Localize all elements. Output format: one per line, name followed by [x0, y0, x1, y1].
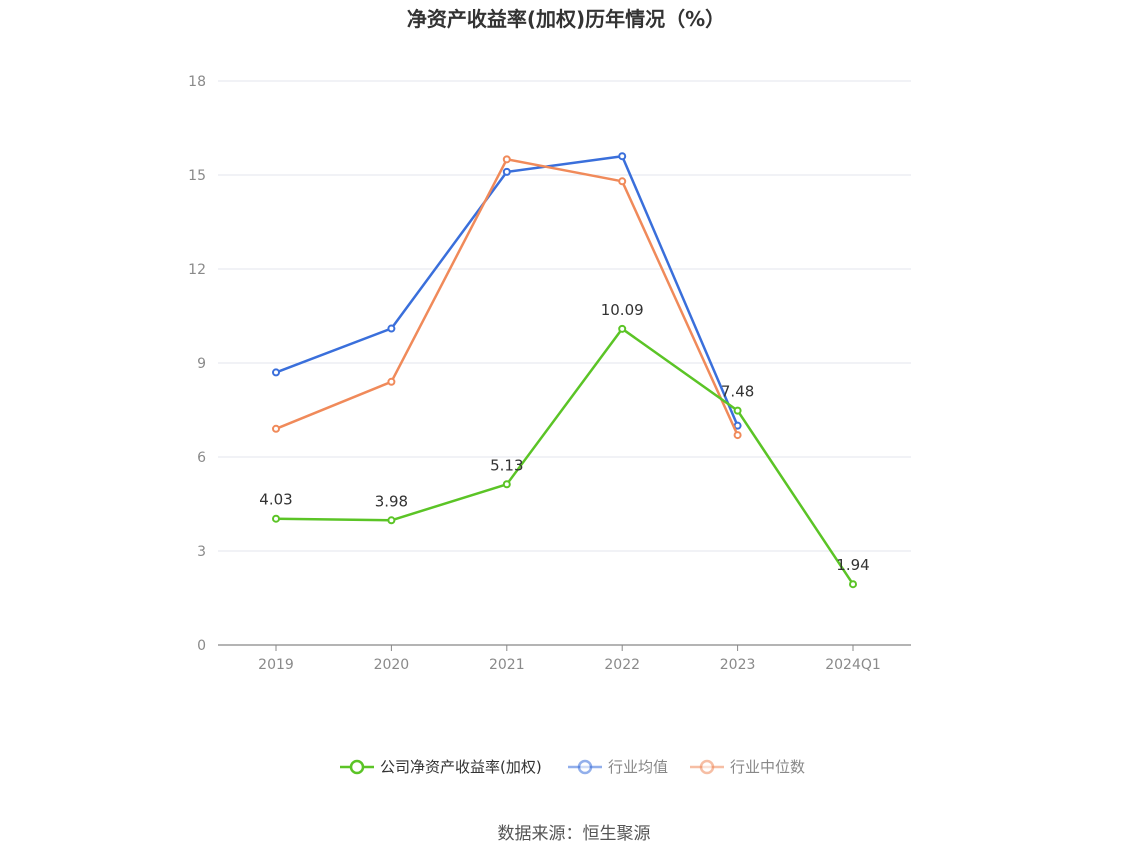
data-point-0 — [272, 514, 280, 523]
legend-marker-icon — [349, 759, 365, 775]
data-label: 7.48 — [721, 383, 754, 401]
y-tick-label: 3 — [197, 544, 206, 560]
data-label: 1.94 — [836, 556, 869, 574]
data-point-0 — [618, 324, 627, 333]
legend-label: 行业中位数 — [730, 758, 805, 776]
data-point-0 — [849, 580, 857, 589]
chart-title: 净资产收益率(加权)历年情况（%） — [407, 7, 725, 31]
y-tick-label: 9 — [197, 356, 206, 372]
legend: 公司净资产收益率(加权) 行业均值 行业中位数 — [340, 758, 805, 776]
y-tick-label: 12 — [188, 262, 206, 278]
legend-label: 行业均值 — [608, 758, 668, 776]
y-tick-label: 15 — [188, 168, 206, 184]
x-tick-label: 2023 — [720, 657, 756, 673]
y-tick-label: 6 — [197, 450, 206, 466]
source-note: 数据来源：恒生聚源 — [498, 824, 651, 844]
data-label: 10.09 — [601, 301, 644, 319]
data-point-2 — [502, 155, 511, 164]
legend-marker-icon — [699, 759, 715, 775]
y-tick-label: 0 — [197, 638, 206, 654]
x-tick-label: 2024Q1 — [825, 657, 881, 673]
data-point-2 — [618, 177, 627, 186]
x-tick-label: 2019 — [258, 657, 294, 673]
grid-lines — [218, 80, 911, 552]
data-point-2 — [387, 377, 396, 386]
data-labels: 4.03 3.98 5.13 10.09 7.48 1.94 — [259, 301, 869, 574]
legend-item-2[interactable]: 行业中位数 — [690, 758, 805, 776]
series-line-0 — [275, 327, 855, 585]
legend-item-0[interactable]: 公司净资产收益率(加权) — [340, 758, 542, 776]
x-tick-label: 2021 — [489, 657, 525, 673]
data-point-0 — [733, 406, 742, 415]
x-tick-label: 2022 — [604, 657, 640, 673]
data-label: 5.13 — [490, 456, 523, 474]
data-point-1 — [502, 167, 511, 176]
series-line-2 — [275, 158, 739, 436]
legend-marker-icon — [577, 759, 593, 775]
data-point-0 — [387, 516, 396, 525]
x-tick-label: 2020 — [374, 657, 410, 673]
legend-label: 公司净资产收益率(加权) — [380, 758, 542, 776]
series-line-1 — [275, 154, 739, 427]
axes: 0 3 6 9 12 15 18 2019 2020 2021 2022 2023 2024Q1 — [188, 74, 911, 673]
data-point-2 — [733, 431, 742, 440]
data-point-0 — [502, 480, 511, 489]
y-tick-label: 18 — [188, 74, 206, 90]
data-label: 4.03 — [259, 491, 292, 509]
data-point-2 — [272, 424, 280, 433]
data-point-1 — [387, 324, 396, 333]
data-point-1 — [618, 152, 627, 161]
legend-item-1[interactable]: 行业均值 — [568, 758, 668, 776]
data-point-1 — [272, 368, 280, 377]
data-label: 3.98 — [375, 492, 408, 510]
series-lines — [272, 152, 857, 589]
